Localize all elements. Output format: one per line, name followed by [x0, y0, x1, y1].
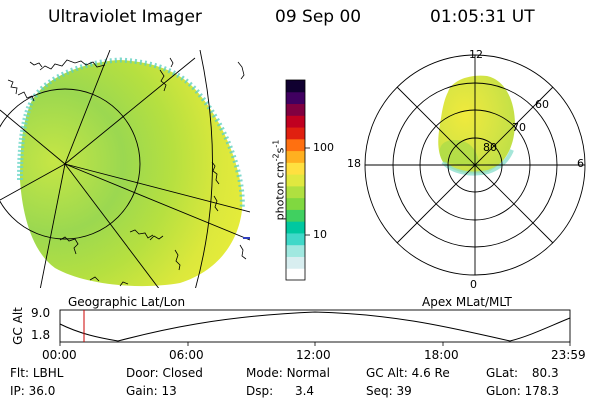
mlat-label-80: 80: [483, 141, 497, 154]
param-door: Door: Closed: [126, 366, 203, 380]
colorbar-unit-label: photon cm-2s-1: [271, 139, 287, 221]
timeline-ytick-low: 1.8: [31, 328, 51, 342]
colorbar-stripe: [286, 162, 305, 175]
colorbar-stripe: [286, 103, 305, 116]
left-panel-label: Geographic Lat/Lon: [68, 295, 186, 309]
param-glat: GLat: 80.3: [486, 366, 559, 380]
timeline-axis-label: GC Alt: [11, 307, 25, 345]
colorbar-stripe: [286, 150, 305, 163]
param-filter: Flt: LBHL: [10, 366, 64, 380]
time-label: 01:05:31 UT: [430, 7, 535, 27]
colorbar-stripe: [286, 91, 305, 105]
colorbar-stripe: [286, 221, 305, 234]
timeline-ytick-high: 9.0: [31, 306, 51, 320]
instrument-title: Ultraviolet Imager: [48, 7, 202, 27]
colorbar-tick-100: 100: [313, 141, 334, 154]
param-gain: Gain: 13: [126, 384, 177, 398]
colorbar-stripe: [286, 197, 305, 210]
altitude-curve: [59, 311, 571, 342]
timeline-xtick-1200: 12:00: [296, 348, 331, 362]
polar-grid: [364, 54, 586, 276]
colorbar-stripe: [286, 244, 305, 257]
param-dsp: Dsp: 3.4: [246, 384, 315, 398]
colorbar-stripe: [286, 138, 305, 152]
colorbar: [285, 79, 310, 281]
polar-plot: [364, 54, 586, 276]
mlat-label-60: 60: [535, 98, 549, 111]
param-mode: Mode: Normal: [246, 366, 330, 380]
mlt-label-top: 12: [469, 48, 483, 61]
timeline-xtick-0000: 00:00: [42, 348, 77, 362]
coastlines: [7, 57, 247, 287]
mlat-label-70: 70: [512, 121, 526, 134]
param-seq: Seq: 39: [366, 384, 412, 398]
colorbar-stripe: [286, 209, 305, 222]
orbit-timeline: [59, 309, 571, 346]
timeline-xtick-2359: 23:59: [551, 348, 586, 362]
param-gc-alt: GC Alt: 4.6 Re: [366, 366, 450, 380]
colorbar-tick-10: 10: [313, 228, 327, 241]
timeline-xtick-1800: 18:00: [424, 348, 459, 362]
colorbar-stripe: [286, 232, 305, 246]
lat-lon-grid: [0, 50, 250, 288]
colorbar-stripe: [286, 268, 305, 281]
mlt-label-left: 18: [347, 157, 361, 170]
date-label: 09 Sep 00: [275, 7, 362, 27]
mlt-label-right: 6: [577, 157, 584, 170]
colorbar-stripe: [286, 256, 305, 269]
colorbar-stripe: [286, 115, 305, 128]
colorbar-stripe: [286, 185, 305, 199]
colorbar-stripe: [286, 80, 305, 93]
uv-emission-disk: [20, 60, 243, 287]
mlt-label-bottom: 0: [470, 278, 477, 291]
param-glon: GLon: 178.3: [486, 384, 559, 398]
colorbar-stripe: [286, 174, 305, 187]
colorbar-stripe: [286, 127, 305, 140]
timeline-xtick-0600: 06:00: [169, 348, 204, 362]
geographic-image: [0, 50, 250, 288]
right-panel-label: Apex MLat/MLT: [422, 295, 512, 309]
param-ip: IP: 36.0: [10, 384, 56, 398]
